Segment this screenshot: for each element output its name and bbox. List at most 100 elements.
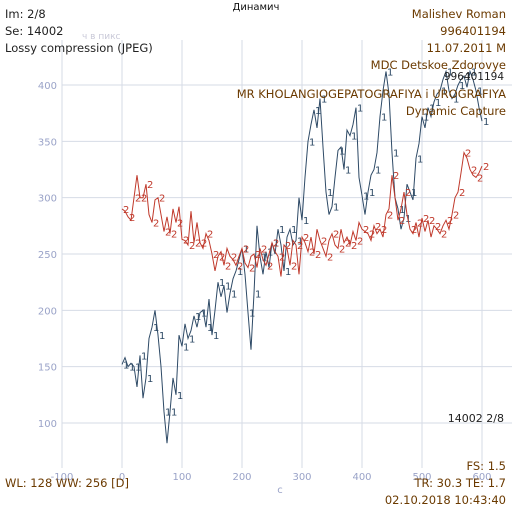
series-1-marker: 1 (363, 191, 369, 202)
series-1-marker: 1 (135, 363, 141, 374)
x-tick-label: 200 (232, 472, 251, 483)
series-1-marker: 1 (339, 146, 345, 157)
series-1-marker: 1 (435, 98, 441, 109)
x-tick-label: 0 (119, 472, 125, 483)
series-2-marker: 2 (153, 218, 159, 229)
series-2-marker: 2 (303, 233, 309, 244)
series-2-marker: 2 (207, 230, 213, 241)
series-2-marker: 2 (483, 162, 489, 173)
series-1-marker: 1 (207, 323, 213, 334)
series-2-marker: 2 (441, 230, 447, 241)
series-2-marker: 2 (435, 222, 441, 233)
series-2-marker: 2 (399, 216, 405, 227)
series-1-marker: 1 (369, 188, 375, 199)
series-2-marker: 2 (135, 194, 141, 205)
series-1-marker: 1 (249, 309, 255, 320)
series-1-marker: 1 (183, 342, 189, 353)
x-tick-label: -100 (51, 472, 74, 483)
series-2-marker: 2 (309, 248, 315, 259)
series-2-marker: 2 (321, 236, 327, 247)
x-tick-label: 400 (352, 472, 371, 483)
image-index: Im: 2/8 (5, 7, 46, 21)
series-1-marker: 1 (375, 166, 381, 177)
series-2-marker: 2 (477, 173, 483, 184)
series-2-marker: 2 (447, 216, 453, 227)
series-2-marker: 2 (459, 188, 465, 199)
series-2-marker: 2 (189, 241, 195, 252)
series-2-marker: 2 (183, 235, 189, 246)
series-2-marker: 2 (213, 250, 219, 261)
series-1-marker: 1 (189, 334, 195, 345)
series-1-marker: 1 (393, 149, 399, 160)
series-1-marker: 1 (429, 104, 435, 115)
series-2-marker: 2 (357, 236, 363, 247)
series-1-marker: 1 (351, 132, 357, 143)
series-1-marker: 1 (423, 113, 429, 124)
series-1-marker: 1 (459, 81, 465, 92)
series-2-marker: 2 (273, 239, 279, 250)
series-1-marker: 1 (225, 282, 231, 293)
series-1-marker: 1 (381, 113, 387, 124)
series-1-marker: 1 (129, 363, 135, 374)
series-1-marker: 1 (303, 216, 309, 227)
series-2-marker: 2 (339, 244, 345, 255)
series-2-marker: 2 (375, 222, 381, 233)
patient-id-overlay: 996401194 (443, 71, 504, 83)
x-tick-label: 300 (292, 472, 311, 483)
series-2-marker: 2 (393, 171, 399, 182)
x-axis-label: c (277, 485, 283, 496)
series-2-marker: 2 (279, 252, 285, 263)
series-1-marker: 1 (237, 267, 243, 278)
series-2-marker: 2 (345, 239, 351, 250)
chart-title: Динамич (232, 2, 280, 13)
series-1-marker: 1 (483, 117, 489, 128)
series-2-marker: 2 (237, 261, 243, 272)
series-2-marker: 2 (159, 194, 165, 205)
series-1-marker: 1 (297, 236, 303, 247)
series-2-marker: 2 (123, 205, 129, 216)
series-1-marker: 1 (273, 239, 279, 250)
series-2-marker: 2 (471, 166, 477, 177)
series-1-marker: 1 (309, 137, 315, 148)
series-2-marker: 2 (285, 241, 291, 252)
y-tick-label: 300 (38, 194, 57, 205)
series-1-marker: 1 (387, 68, 393, 79)
y-tick-label: 350 (38, 137, 57, 148)
series-2-marker: 2 (417, 218, 423, 229)
series-1-marker: 1 (321, 95, 327, 106)
y-tick-label: 100 (38, 419, 57, 430)
series-1-marker: 1 (201, 309, 207, 320)
series-1-marker: 1 (213, 331, 219, 342)
series-2-marker: 2 (261, 244, 267, 255)
series-2-marker: 2 (297, 241, 303, 252)
series-2-marker: 2 (165, 227, 171, 238)
series-2-marker: 2 (351, 241, 357, 252)
series-2-marker: 2 (411, 225, 417, 236)
series-2-marker: 2 (177, 218, 183, 229)
series-2-line (121, 151, 483, 277)
series-1-marker: 1 (441, 87, 447, 98)
series-1-marker: 1 (447, 68, 453, 79)
series-2-marker: 2 (405, 188, 411, 199)
compression-label: Lossy compression (JPEG) (5, 41, 153, 55)
ghost-axis-label: ч в пикс (82, 32, 121, 42)
series-1-marker: 1 (153, 323, 159, 334)
x-tick-label: 600 (472, 472, 491, 483)
series-2-marker: 2 (423, 214, 429, 225)
series-2-marker: 2 (201, 239, 207, 250)
series-2-marker: 2 (333, 230, 339, 241)
series-1-marker: 1 (327, 188, 333, 199)
series-2-marker: 2 (231, 252, 237, 263)
x-tick-label: 500 (412, 472, 431, 483)
series-1-marker: 1 (345, 166, 351, 177)
series-2-marker: 2 (219, 252, 225, 263)
series-1-marker: 1 (219, 278, 225, 289)
series-1-marker: 1 (279, 225, 285, 236)
series-2-marker: 2 (243, 244, 249, 255)
series-2-marker: 2 (369, 230, 375, 241)
series-1-marker: 1 (357, 104, 363, 115)
y-tick-label: 150 (38, 363, 57, 374)
series-1-marker: 1 (477, 87, 483, 98)
series-1-marker: 1 (165, 408, 171, 419)
series-1-marker: 1 (177, 391, 183, 402)
